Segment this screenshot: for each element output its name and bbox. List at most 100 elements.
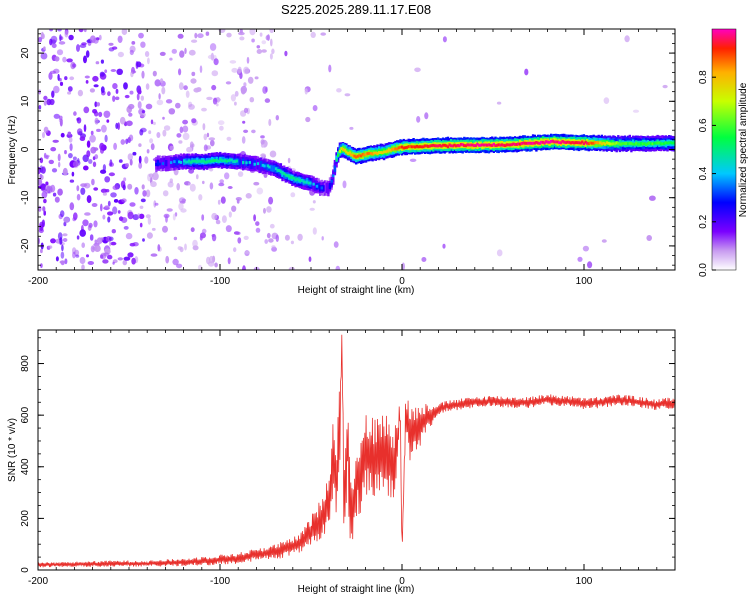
spectral-noise-blob — [40, 263, 43, 268]
spectral-ridge-cell — [513, 143, 517, 146]
spectral-noise-blob — [108, 240, 112, 247]
spectral-ridge-cell — [589, 141, 592, 145]
spectral-ridge-cell — [517, 142, 520, 146]
spectral-noise-blob — [524, 68, 529, 76]
spectral-noise-blob — [320, 32, 327, 36]
spectral-ridge-cell — [176, 158, 179, 165]
spectral-ridge-cell — [292, 176, 296, 180]
spectral-ridge-cell — [222, 159, 225, 163]
spectral-noise-blob — [58, 161, 61, 168]
spectral-ridge-cell — [520, 142, 523, 145]
spectral-ridge-cell — [527, 141, 530, 145]
spectral-ridge-cell — [181, 156, 184, 168]
spectral-noise-blob — [176, 133, 182, 138]
spectral-ridge-cell — [453, 143, 456, 147]
spectral-noise-blob — [149, 138, 154, 144]
spectral-ridge-cell — [566, 140, 569, 144]
spectral-noise-blob — [132, 151, 137, 156]
spectral-noise-blob — [243, 66, 250, 75]
spectral-ridge-cell — [192, 159, 196, 163]
spectral-ridge-cell — [235, 159, 238, 163]
spectral-noise-blob — [264, 98, 271, 103]
spectral-ridge-cell — [446, 145, 450, 149]
spectral-ridge-cell — [392, 147, 396, 151]
spectral-noise-blob — [72, 161, 79, 168]
spectral-ridge-cell — [332, 174, 335, 178]
spectral-ridge-cell — [646, 142, 649, 145]
spectral-noise-blob — [76, 185, 80, 192]
spectral-ridge-cell — [428, 144, 432, 148]
spectral-noise-blob — [108, 236, 114, 241]
spectral-noise-blob — [182, 132, 190, 141]
spectral-ridge-cell — [550, 140, 553, 143]
spectral-noise-blob — [62, 238, 68, 242]
y-tick-label: 20 — [20, 47, 31, 59]
spectral-noise-blob — [191, 143, 195, 148]
spectral-noise-blob — [81, 264, 85, 270]
spectral-ridge-cell — [533, 141, 536, 145]
spectral-noise-blob — [261, 40, 267, 45]
spectral-ridge-cell — [353, 154, 356, 158]
spectral-ridge-cell — [240, 156, 243, 168]
spectral-ridge-cell — [317, 183, 320, 190]
spectral-ridge-cell — [489, 143, 492, 147]
spectral-noise-blob — [107, 91, 111, 97]
spectral-ridge-cell — [382, 150, 386, 154]
spectral-ridge-cell — [667, 141, 671, 145]
spectral-ridge-cell — [183, 159, 186, 163]
spectral-ridge-cell — [330, 179, 333, 183]
spectral-ridge-cell — [515, 143, 518, 146]
spectral-noise-blob — [150, 253, 158, 257]
spectral-noise-blob — [128, 112, 133, 117]
spectral-noise-blob — [60, 251, 65, 259]
spectral-noise-blob — [169, 178, 173, 183]
spectral-ridge-cell — [355, 155, 358, 159]
spectral-noise-blob — [112, 83, 118, 90]
spectral-noise-blob — [335, 265, 341, 270]
spectral-noise-blob — [57, 188, 63, 196]
spectral-ridge-cell — [279, 170, 283, 174]
spectral-ridge-cell — [502, 143, 505, 147]
spectral-ridge-cell — [445, 144, 448, 148]
spectral-noise-blob — [68, 153, 73, 159]
spectral-noise-blob — [79, 256, 86, 265]
spectral-ridge-cell — [459, 142, 463, 146]
spectral-noise-blob — [58, 41, 66, 45]
spectral-noise-blob — [260, 153, 266, 158]
spectral-noise-blob — [189, 183, 196, 192]
spectral-noise-blob — [76, 44, 80, 52]
spectral-noise-blob — [107, 211, 114, 216]
spectral-ridge-cell — [171, 157, 174, 168]
spectral-noise-blob — [94, 245, 101, 252]
spectral-noise-blob — [104, 205, 110, 209]
spectral-ridge-cell — [474, 144, 477, 148]
spectral-ridge-cell — [435, 144, 438, 148]
spectral-noise-blob — [304, 88, 308, 95]
spectral-ridge-cell — [196, 160, 199, 164]
spectral-ridge-cell — [287, 174, 291, 178]
spectral-ridge-cell — [427, 145, 430, 148]
spectral-noise-blob — [78, 131, 83, 136]
spectral-noise-blob — [48, 245, 53, 249]
spectral-ridge-cell — [628, 141, 631, 145]
spectral-ridge-cell — [582, 142, 586, 146]
x-tick-label: -200 — [28, 576, 48, 587]
spectral-noise-blob — [254, 76, 259, 80]
spectral-noise-blob — [60, 132, 65, 138]
y-tick-label: 0 — [20, 146, 31, 152]
spectral-noise-blob — [45, 181, 49, 186]
spectral-ridge-cell — [391, 147, 394, 151]
spectral-noise-blob — [178, 202, 184, 211]
spectral-ridge-cell — [590, 141, 594, 145]
spectral-ridge-cell — [530, 141, 533, 145]
spectral-noise-blob — [63, 217, 70, 223]
spectral-ridge-cell — [307, 181, 310, 185]
spectral-noise-blob — [112, 261, 115, 265]
spectral-noise-blob — [138, 155, 142, 164]
spectral-ridge-cell — [405, 145, 409, 149]
spectral-ridge-cell — [415, 144, 418, 148]
spectral-noise-blob — [137, 213, 141, 218]
spectral-noise-blob — [69, 143, 73, 152]
spectral-noise-blob — [110, 192, 117, 198]
spectral-noise-blob — [156, 99, 164, 106]
